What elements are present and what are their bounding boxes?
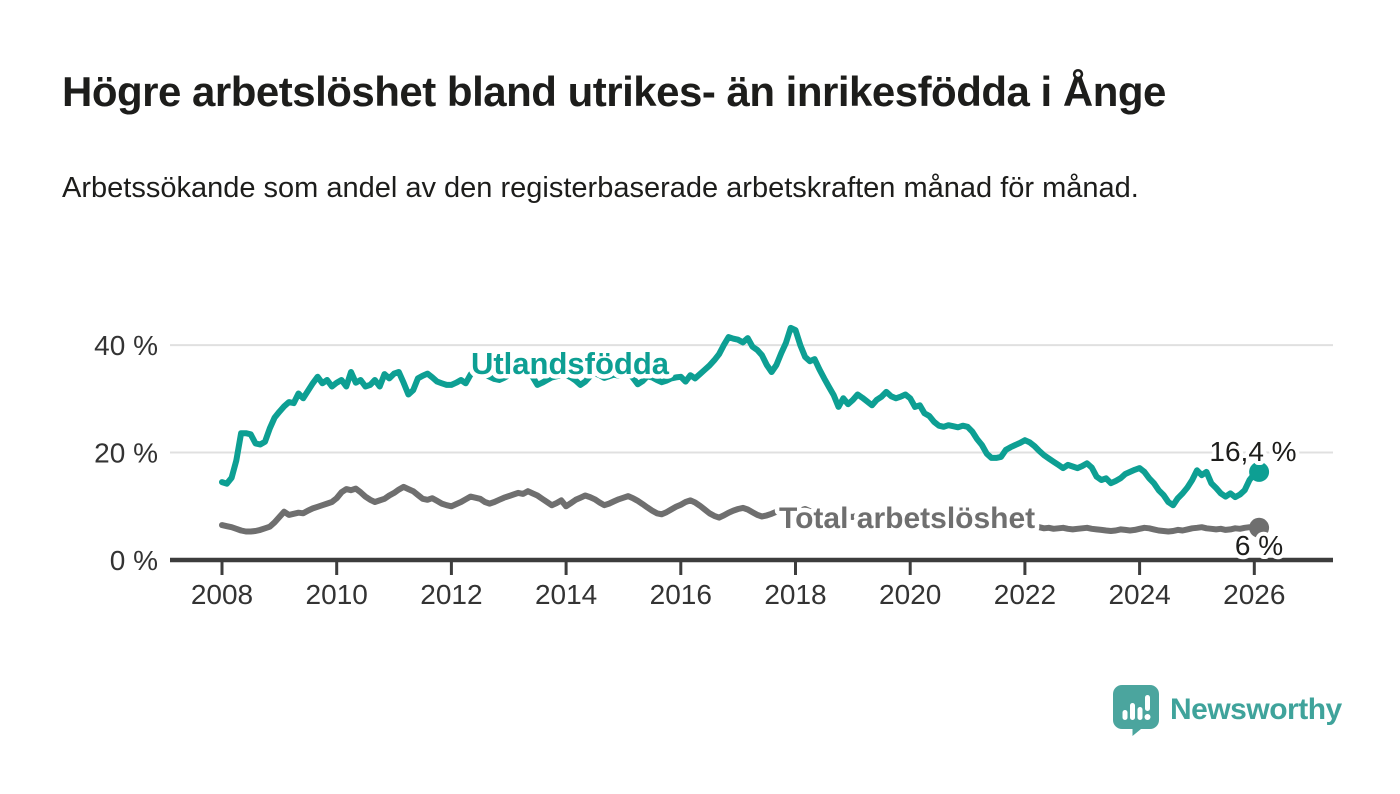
exclamation-stem	[1145, 695, 1150, 711]
x-tick-label: 2016	[650, 579, 712, 610]
x-tick-label: 2024	[1108, 579, 1170, 610]
end-value-label-1: 6 %	[1235, 530, 1283, 561]
x-tick-label: 2026	[1223, 579, 1285, 610]
bar-tall	[1130, 703, 1135, 720]
x-tick-label: 2022	[994, 579, 1056, 610]
newsworthy-logo-text: Newsworthy	[1170, 693, 1342, 726]
end-value-label-0: 16,4 %	[1209, 436, 1296, 467]
y-tick-label: 40 %	[94, 330, 158, 361]
series-line-0	[219, 324, 1263, 509]
x-tick-label: 2012	[420, 579, 482, 610]
page-subtitle: Arbetssökande som andel av den registerb…	[62, 172, 1139, 204]
end-dot-0	[1249, 461, 1270, 482]
y-tick-label: 0 %	[110, 545, 158, 576]
bar-small	[1122, 710, 1128, 720]
exclamation-dot	[1144, 714, 1151, 720]
series-label-1: Total arbetslöshet	[779, 502, 1035, 535]
series-label-0: Utlandsfödda	[471, 346, 670, 381]
speech-bubble-shape	[1113, 685, 1159, 736]
x-tick-label: 2008	[191, 579, 253, 610]
page-title: Högre arbetslöshet bland utrikes- än inr…	[62, 68, 1166, 115]
y-tick-label: 20 %	[94, 438, 158, 469]
x-tick-label: 2010	[306, 579, 368, 610]
x-tick-label: 2014	[535, 579, 597, 610]
end-dot-1	[1249, 517, 1270, 538]
x-tick-label: 2020	[879, 579, 941, 610]
x-tick-label: 2018	[764, 579, 826, 610]
bar-medium	[1137, 707, 1143, 720]
series-line-1	[219, 483, 1263, 535]
newsworthy-logo: Newsworthy	[1112, 684, 1342, 736]
newsworthy-logo-icon	[1113, 685, 1159, 736]
